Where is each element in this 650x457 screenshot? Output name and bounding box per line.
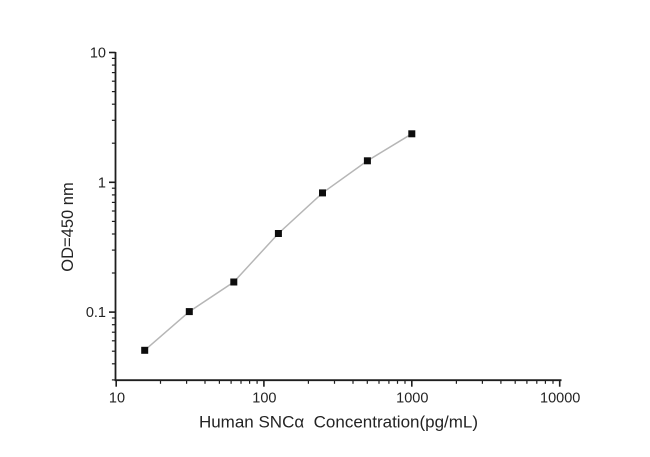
svg-text:10000: 10000 — [540, 391, 580, 407]
svg-text:1000: 1000 — [396, 391, 428, 407]
svg-text:Human SNCα Concentration(pg/m: Human SNCα Concentration(pg/mL) — [199, 413, 478, 432]
svg-text:1: 1 — [98, 175, 106, 191]
svg-text:10: 10 — [90, 46, 106, 62]
svg-text:10: 10 — [109, 391, 125, 407]
svg-text:OD=450 nm: OD=450 nm — [59, 182, 77, 271]
svg-text:100: 100 — [252, 391, 276, 407]
svg-text:0.1: 0.1 — [86, 305, 106, 321]
